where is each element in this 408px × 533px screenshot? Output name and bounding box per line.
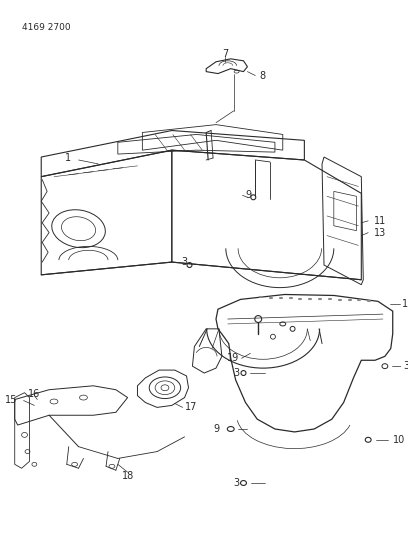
Text: 9: 9 — [214, 424, 220, 434]
Text: 16: 16 — [28, 389, 40, 399]
Text: 3: 3 — [233, 478, 239, 488]
Text: 8: 8 — [259, 70, 265, 80]
Text: 7: 7 — [222, 49, 228, 59]
Text: 10: 10 — [393, 435, 405, 445]
Text: 4169 2700: 4169 2700 — [22, 22, 70, 31]
Text: 1: 1 — [64, 153, 71, 163]
Text: 13: 13 — [374, 228, 386, 238]
Text: 3: 3 — [404, 361, 408, 371]
Text: 11: 11 — [374, 216, 386, 226]
Text: 3: 3 — [233, 368, 239, 378]
Text: 9: 9 — [245, 190, 251, 200]
Text: 18: 18 — [122, 471, 134, 481]
Text: 3: 3 — [182, 257, 188, 267]
Text: 15: 15 — [5, 394, 18, 405]
Text: 19: 19 — [227, 353, 239, 364]
Text: 1: 1 — [401, 300, 408, 309]
Text: 17: 17 — [184, 402, 197, 413]
